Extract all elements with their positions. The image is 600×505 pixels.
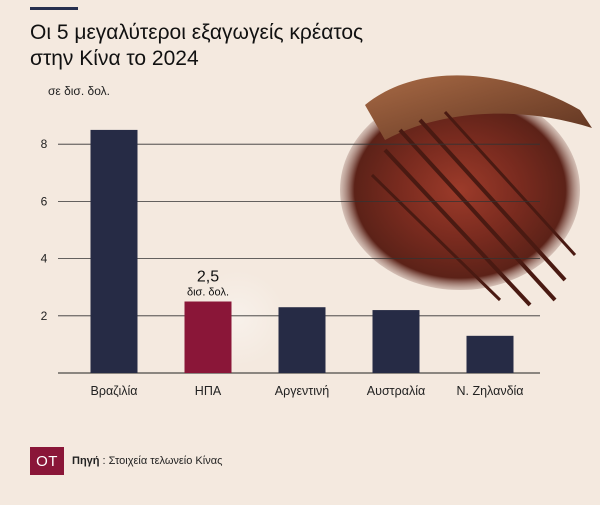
- ot-logo: ΟΤ: [30, 447, 64, 475]
- y-tick-label: 6: [41, 194, 48, 208]
- annotation-value: 2,5: [197, 269, 219, 286]
- top-rule: [30, 7, 78, 10]
- source-label: Πηγή: [72, 455, 100, 467]
- bar-chart: 2 4 6 8 Βραζιλία ΗΠΑ Αργεντινή Αυστραλία Ν. Ζηλ…: [41, 75, 592, 398]
- bar-3: [278, 307, 326, 373]
- category-label: ΗΠΑ: [195, 384, 222, 398]
- unit-label: σε δισ. δολ.: [48, 84, 110, 98]
- source-line: ΟΤ Πηγή : Στοιχεία τελωνείο Κίνας: [30, 447, 222, 475]
- category-label: Αυστραλία: [367, 384, 425, 398]
- category-label: Ν. Ζηλανδία: [456, 384, 523, 398]
- category-label: Βραζιλία: [91, 384, 138, 398]
- title-line-2: στην Κίνα το 2024: [30, 47, 199, 70]
- y-tick-label: 8: [41, 137, 48, 151]
- steak-image: [340, 75, 592, 307]
- bar-2: [184, 301, 232, 373]
- source-value: Στοιχεία τελωνείο Κίνας: [108, 455, 223, 467]
- y-tick-label: 4: [41, 252, 48, 266]
- chart-title: Οι 5 μεγαλύτεροι εξαγωγείς κρέατος στην …: [30, 20, 450, 72]
- y-tick-label: 2: [41, 309, 48, 323]
- source-text: Πηγή : Στοιχεία τελωνείο Κίνας: [72, 455, 222, 467]
- annotation-unit: δισ. δολ.: [187, 287, 229, 299]
- source-separator: :: [99, 455, 109, 467]
- bar-1: [90, 129, 138, 373]
- bar-4: [372, 310, 420, 373]
- title-line-1: Οι 5 μεγαλύτεροι εξαγωγείς κρέατος: [30, 21, 364, 44]
- bar-5: [466, 335, 514, 373]
- category-label: Αργεντινή: [275, 384, 329, 398]
